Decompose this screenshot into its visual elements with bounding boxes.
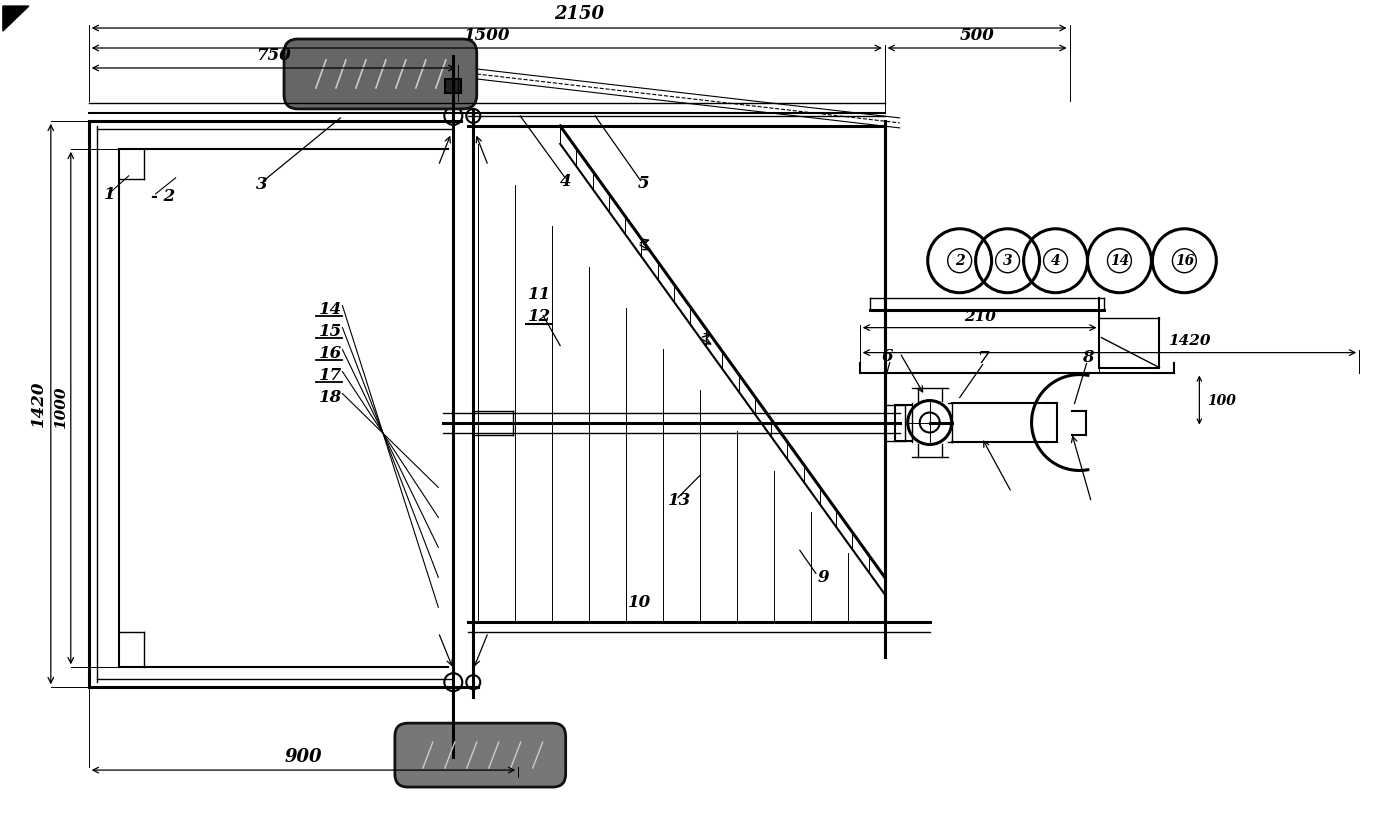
Text: 1420: 1420 — [1168, 334, 1211, 347]
Text: 4: 4 — [1050, 254, 1060, 268]
FancyBboxPatch shape — [284, 39, 476, 109]
Text: 210: 210 — [963, 310, 995, 324]
Text: 3: 3 — [256, 176, 267, 193]
Text: 2150: 2150 — [554, 5, 605, 23]
Text: 1420: 1420 — [30, 381, 47, 428]
Text: 750: 750 — [256, 47, 291, 64]
Text: 7: 7 — [977, 350, 990, 367]
Text: 1500: 1500 — [464, 27, 511, 44]
FancyBboxPatch shape — [394, 723, 566, 787]
Text: 16: 16 — [1175, 254, 1194, 268]
Text: 14: 14 — [318, 301, 342, 317]
Text: 1000: 1000 — [54, 387, 68, 429]
Text: 2: 2 — [955, 254, 965, 268]
Text: 6: 6 — [882, 347, 894, 365]
Text: 10: 10 — [628, 595, 652, 611]
Text: 16: 16 — [318, 345, 342, 362]
Polygon shape — [3, 6, 29, 31]
Text: 100: 100 — [1207, 393, 1236, 407]
Text: 17: 17 — [318, 367, 342, 383]
Text: - 2: - 2 — [151, 188, 174, 205]
Text: 3: 3 — [1003, 254, 1013, 268]
Text: 13: 13 — [668, 493, 691, 509]
Text: 14: 14 — [1110, 254, 1129, 268]
Text: 11: 11 — [529, 286, 551, 302]
Text: 8: 8 — [1082, 348, 1095, 366]
Text: 15: 15 — [318, 322, 342, 340]
Text: 12: 12 — [529, 307, 551, 325]
Text: 1: 1 — [104, 186, 115, 203]
Text: 9: 9 — [818, 569, 829, 586]
Text: 18: 18 — [318, 388, 342, 406]
FancyBboxPatch shape — [446, 79, 461, 93]
Text: 5: 5 — [638, 175, 649, 192]
Text: 4: 4 — [561, 173, 572, 190]
Text: 900: 900 — [285, 748, 322, 766]
Text: 500: 500 — [959, 27, 995, 44]
